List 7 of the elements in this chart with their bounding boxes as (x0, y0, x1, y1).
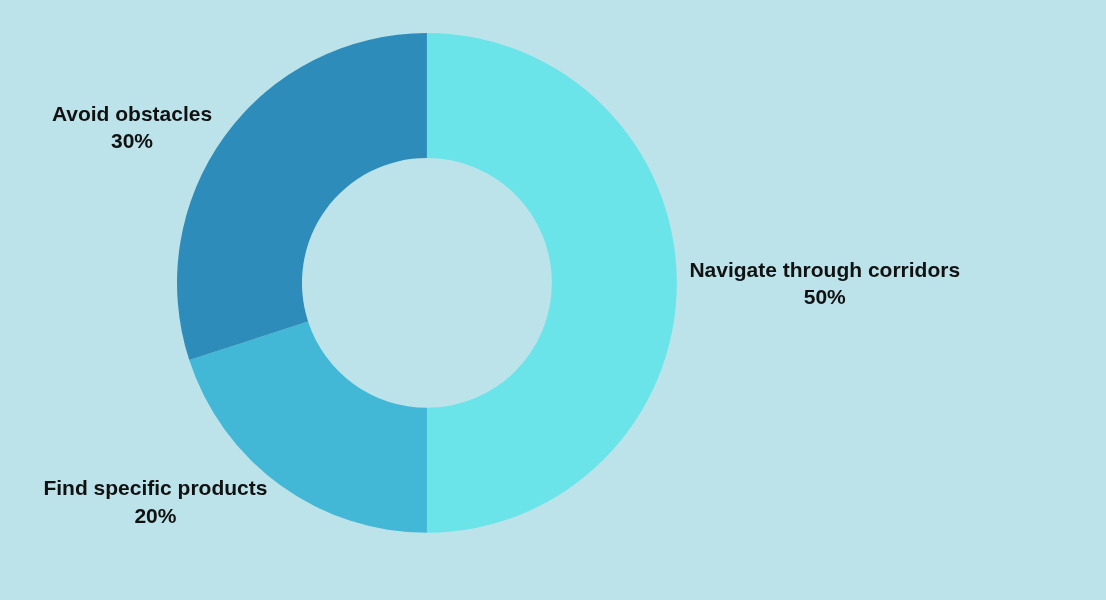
data-label: 30% (111, 129, 154, 153)
slice-label: Avoid obstacles (51, 102, 213, 126)
slice-label: Find specific products (43, 476, 268, 500)
data-label: 50% (803, 285, 847, 309)
slice-label: Navigate through corridors (689, 257, 961, 281)
donut-slice (426, 33, 677, 533)
data-label: 20% (134, 503, 177, 527)
